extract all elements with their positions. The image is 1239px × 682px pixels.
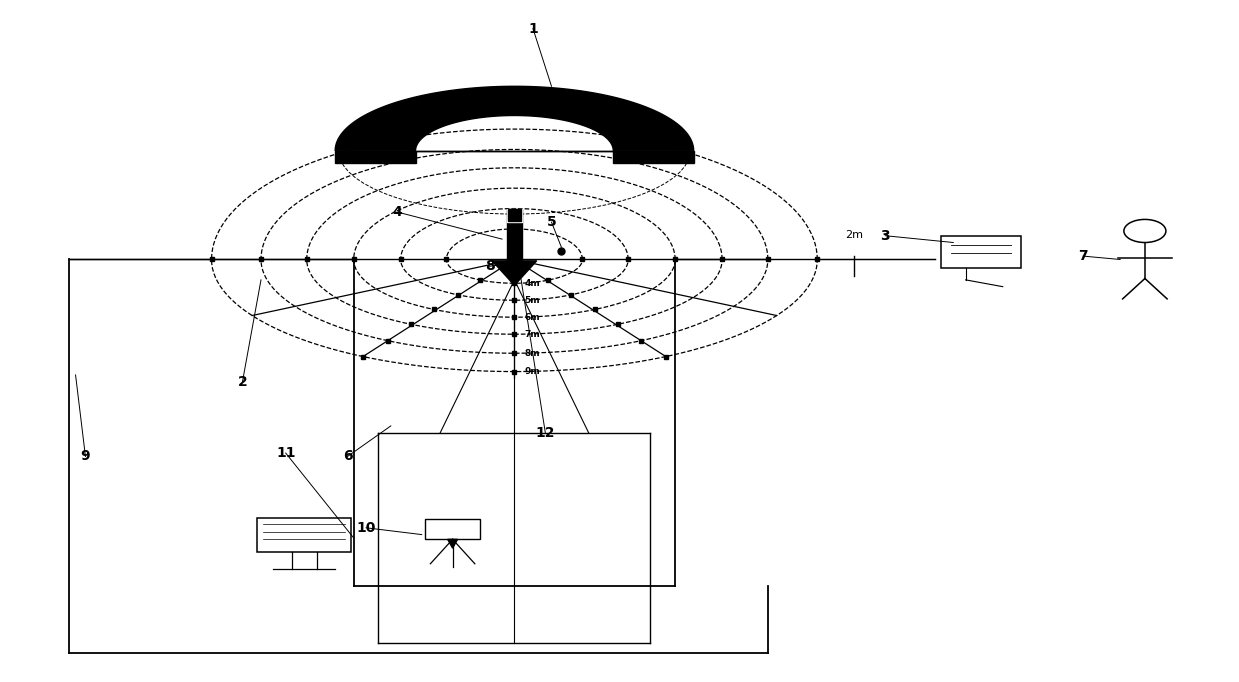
Text: 1: 1 [528, 22, 538, 35]
FancyBboxPatch shape [258, 518, 351, 552]
Polygon shape [507, 209, 522, 222]
Text: 8m: 8m [524, 349, 540, 358]
Polygon shape [447, 539, 457, 548]
Text: 8: 8 [484, 259, 494, 273]
Text: 5m: 5m [524, 296, 540, 305]
Text: 5: 5 [546, 215, 556, 229]
Text: 7m: 7m [524, 329, 540, 339]
Text: 9: 9 [81, 449, 90, 464]
Polygon shape [507, 209, 522, 263]
Text: 2m: 2m [845, 231, 864, 241]
Text: 4m: 4m [524, 279, 540, 288]
Polygon shape [492, 261, 536, 285]
Text: 7: 7 [1078, 249, 1088, 263]
Text: 4: 4 [392, 205, 401, 219]
Text: 12: 12 [535, 426, 555, 440]
Polygon shape [336, 151, 694, 163]
Polygon shape [508, 209, 520, 222]
Text: 3: 3 [881, 228, 890, 243]
FancyBboxPatch shape [940, 236, 1021, 268]
Text: 11: 11 [276, 446, 295, 460]
FancyBboxPatch shape [425, 519, 479, 539]
Text: 2: 2 [238, 374, 248, 389]
Text: 10: 10 [357, 521, 375, 535]
Text: 6: 6 [343, 449, 352, 464]
Polygon shape [336, 87, 694, 151]
Text: 6m: 6m [524, 313, 540, 322]
Text: 9m: 9m [524, 367, 540, 376]
